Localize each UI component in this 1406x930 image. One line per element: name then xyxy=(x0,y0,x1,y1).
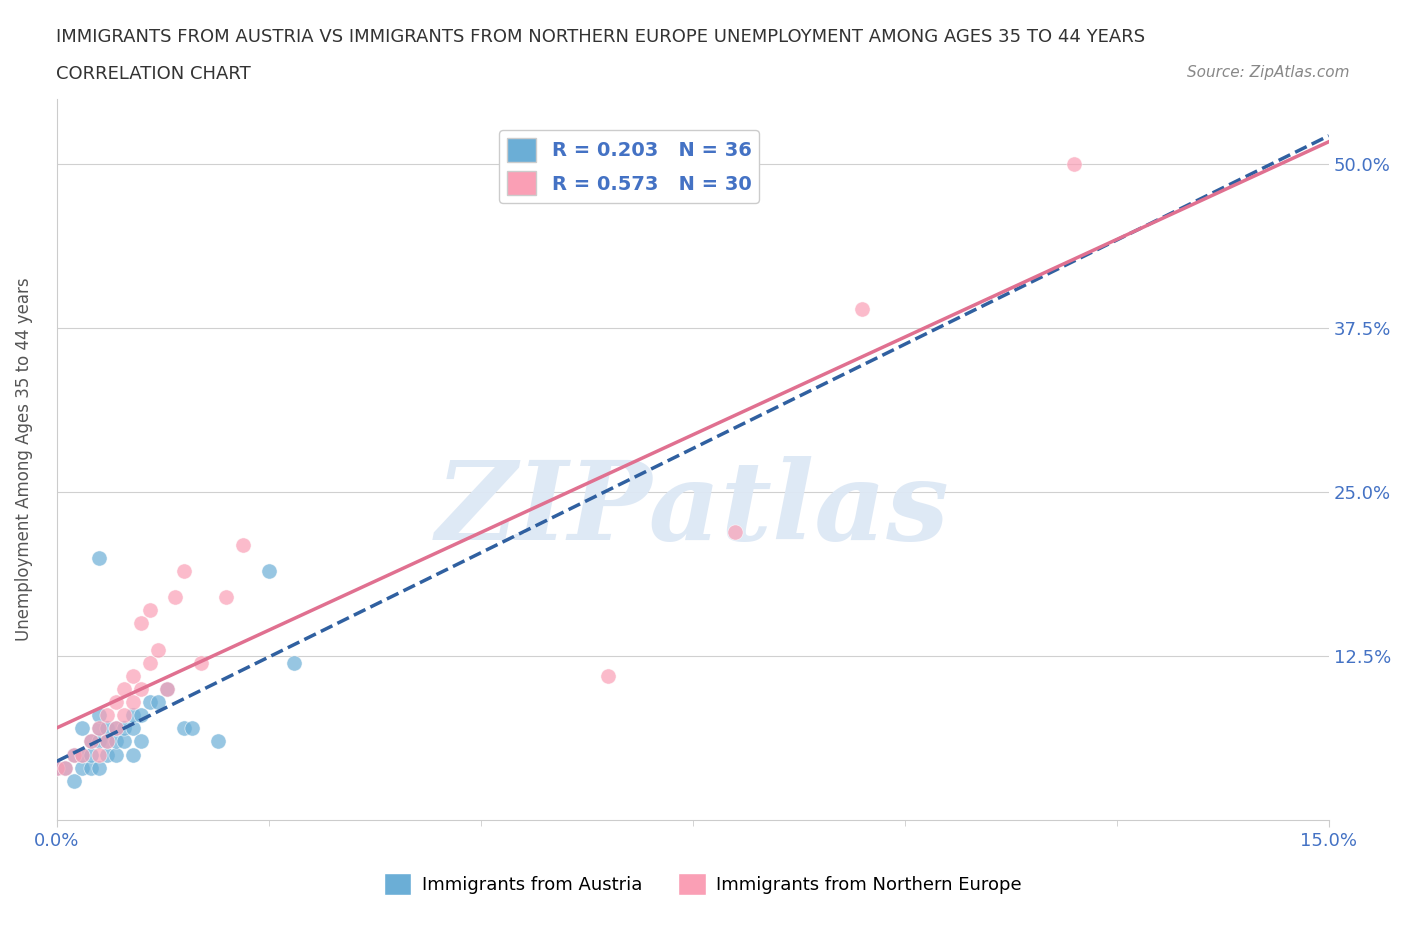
Point xyxy=(96,734,118,749)
Point xyxy=(96,747,118,762)
Point xyxy=(173,564,195,578)
Point xyxy=(215,590,238,604)
Point xyxy=(87,721,110,736)
Point xyxy=(122,695,145,710)
Point xyxy=(114,682,136,697)
Point xyxy=(70,760,93,775)
Point xyxy=(79,747,101,762)
Point xyxy=(851,301,873,316)
Point xyxy=(156,682,179,697)
Point xyxy=(53,760,76,775)
Point xyxy=(190,656,212,671)
Point xyxy=(724,525,747,539)
Point xyxy=(104,721,127,736)
Point xyxy=(173,721,195,736)
Point xyxy=(165,590,187,604)
Point xyxy=(131,708,153,723)
Text: CORRELATION CHART: CORRELATION CHART xyxy=(56,65,252,83)
Point xyxy=(181,721,204,736)
Point xyxy=(104,695,127,710)
Text: IMMIGRANTS FROM AUSTRIA VS IMMIGRANTS FROM NORTHERN EUROPE UNEMPLOYMENT AMONG AG: IMMIGRANTS FROM AUSTRIA VS IMMIGRANTS FR… xyxy=(56,28,1146,46)
Point xyxy=(87,760,110,775)
Point xyxy=(207,734,229,749)
Point xyxy=(87,721,110,736)
Point xyxy=(283,656,305,671)
Point xyxy=(131,682,153,697)
Y-axis label: Unemployment Among Ages 35 to 44 years: Unemployment Among Ages 35 to 44 years xyxy=(15,277,32,641)
Point xyxy=(96,721,118,736)
Point xyxy=(148,695,170,710)
Point xyxy=(114,721,136,736)
Point xyxy=(87,708,110,723)
Point xyxy=(104,721,127,736)
Point xyxy=(104,747,127,762)
Point xyxy=(148,642,170,657)
Point xyxy=(139,603,162,618)
Point xyxy=(122,669,145,684)
Legend: R = 0.203   N = 36, R = 0.573   N = 30: R = 0.203 N = 36, R = 0.573 N = 30 xyxy=(499,130,759,203)
Point xyxy=(79,760,101,775)
Point xyxy=(87,747,110,762)
Point xyxy=(96,708,118,723)
Point xyxy=(62,774,84,789)
Point xyxy=(53,760,76,775)
Point xyxy=(79,734,101,749)
Point xyxy=(596,669,619,684)
Point xyxy=(232,538,254,552)
Point xyxy=(70,721,93,736)
Point xyxy=(131,734,153,749)
Point xyxy=(114,734,136,749)
Point xyxy=(45,760,67,775)
Point xyxy=(62,747,84,762)
Point xyxy=(114,708,136,723)
Point xyxy=(62,747,84,762)
Point xyxy=(139,656,162,671)
Point xyxy=(122,708,145,723)
Point xyxy=(87,734,110,749)
Point xyxy=(131,616,153,631)
Point xyxy=(45,760,67,775)
Text: ZIPatlas: ZIPatlas xyxy=(436,456,949,564)
Legend: Immigrants from Austria, Immigrants from Northern Europe: Immigrants from Austria, Immigrants from… xyxy=(377,866,1029,902)
Point xyxy=(104,734,127,749)
Point xyxy=(156,682,179,697)
Point xyxy=(257,564,280,578)
Point xyxy=(87,551,110,565)
Point xyxy=(70,747,93,762)
Point xyxy=(122,721,145,736)
Point xyxy=(70,747,93,762)
Point xyxy=(96,734,118,749)
Point xyxy=(1063,157,1085,172)
Point xyxy=(139,695,162,710)
Text: Source: ZipAtlas.com: Source: ZipAtlas.com xyxy=(1187,65,1350,80)
Point xyxy=(122,747,145,762)
Point xyxy=(79,734,101,749)
